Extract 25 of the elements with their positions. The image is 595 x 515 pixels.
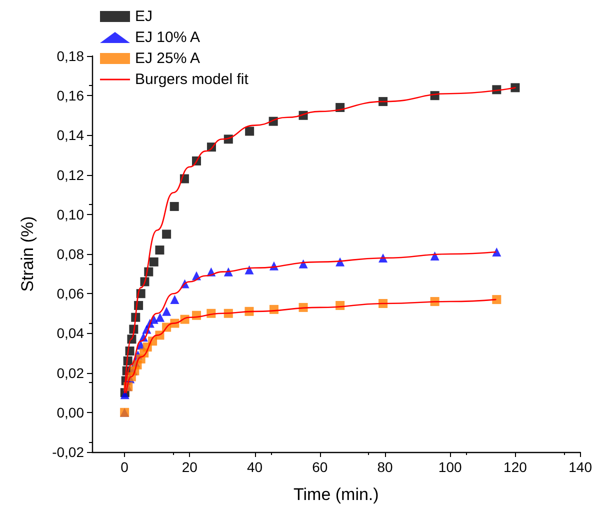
- x-tick-label: 20: [182, 459, 198, 475]
- y-tick-label: 0,02: [56, 364, 84, 381]
- legend-label: EJ 25% A: [135, 50, 200, 67]
- x-tick-label: 0: [120, 459, 129, 475]
- y-tick-label: 0,04: [56, 325, 84, 342]
- x-tick-label: 120: [504, 459, 528, 475]
- y-tick-label: 0,10: [56, 206, 84, 222]
- y-tick-label: 0,18: [56, 48, 84, 64]
- y-tick-label: 0,12: [56, 166, 84, 183]
- y-tick-label: 0,08: [56, 246, 84, 262]
- legend-label: EJ: [135, 8, 153, 25]
- x-tick-label: 60: [312, 459, 328, 475]
- x-tick-label: 100: [438, 459, 462, 475]
- x-tick-label: 80: [377, 459, 393, 475]
- y-tick-label: 0,06: [56, 286, 84, 302]
- y-tick-label: 0,16: [56, 88, 84, 104]
- x-tick-label: 40: [246, 459, 263, 475]
- y-tick-label: -0,02: [52, 444, 84, 460]
- y-tick-label: 0,14: [56, 127, 84, 144]
- legend-label: EJ 10% A: [135, 29, 200, 46]
- y-tick-label: 0,00: [56, 404, 84, 420]
- x-axis-title: Time (min.): [294, 485, 379, 504]
- legend-label: Burgers model fit: [135, 71, 250, 88]
- x-tick-label: 140: [568, 459, 592, 475]
- y-axis-title: Strain (%): [18, 216, 37, 292]
